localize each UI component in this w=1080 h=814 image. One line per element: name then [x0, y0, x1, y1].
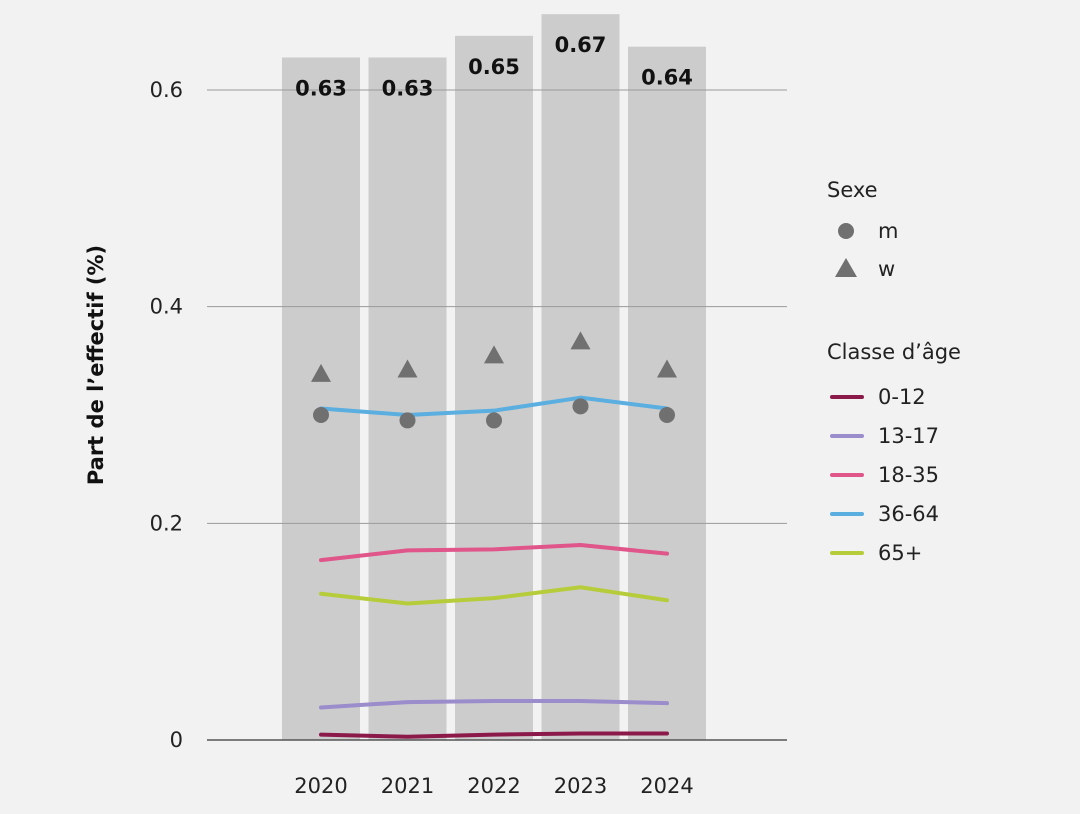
y-tick-label-0.4: 0.4: [150, 295, 183, 319]
legend-sex-w-symbol: [835, 258, 857, 277]
legend-age-65+-label: 65+: [878, 541, 922, 565]
marker-m-2024: [659, 407, 675, 423]
marker-m-2021: [399, 412, 416, 429]
marker-w-2021: [397, 359, 418, 378]
marker-m-2022: [486, 412, 502, 429]
x-tick-label-2022: 2022: [467, 774, 520, 798]
bar-labels-layer: 0.63 0.63 0.65 0.67 0.64: [295, 33, 693, 100]
bar-value-label-2020: 0.63: [295, 77, 347, 101]
legend-age-13-17-label: 13-17: [878, 424, 939, 448]
marker-m-2023: [572, 398, 589, 415]
grid-layer: [207, 89, 787, 741]
marker-w-2022: [484, 345, 504, 364]
bar-2023: [541, 14, 620, 740]
bar-2024: [628, 46, 706, 740]
bar-2022: [455, 35, 533, 741]
x-tick-label-2020: 2020: [294, 774, 347, 798]
line-age-65+: [319, 585, 669, 606]
y-tick-label-0.2: 0.2: [150, 511, 183, 535]
legend-sex-w-label: w: [878, 257, 895, 281]
y-tick-label-0.6: 0.6: [150, 78, 183, 102]
marker-w-2023: [570, 331, 591, 350]
bar-2021: [368, 57, 447, 740]
sex-markers-layer: [311, 331, 677, 429]
marker-m-2020: [313, 407, 329, 423]
x-tick-label-2021: 2021: [381, 774, 434, 798]
legend-title-age: Classe d’âge: [827, 340, 961, 364]
line-age-13-17: [319, 699, 669, 710]
legend-age-36-64-label: 36-64: [878, 502, 939, 526]
line-age-36-64: [319, 395, 669, 417]
legend-sex-m-symbol: [838, 223, 854, 239]
legend-age-0-12-label: 0-12: [878, 385, 926, 409]
line-age-18-35: [319, 543, 669, 563]
legend: Sexe Classe d’âge mw 0-12 13-17 18-35 36-64 6…: [827, 178, 961, 565]
y-axis-label: Part de l’effectif (%): [84, 245, 108, 485]
marker-w-2024: [657, 359, 677, 378]
line-age-0-12: [319, 731, 669, 739]
marker-w-2020: [311, 363, 331, 382]
axes-layer: 0 0.2 0.4 0.6 2020 2021 2022 2023 2024: [150, 78, 694, 798]
x-tick-label-2024: 2024: [640, 774, 693, 798]
age-lines-layer: [319, 395, 669, 739]
bar-value-label-2024: 0.64: [641, 66, 693, 90]
legend-age-18-35-label: 18-35: [878, 463, 939, 487]
bar-value-label-2023: 0.67: [555, 33, 607, 57]
bar-2020: [282, 57, 360, 740]
x-tick-label-2023: 2023: [554, 774, 607, 798]
y-tick-label-0: 0: [170, 728, 183, 752]
bar-value-label-2021: 0.63: [382, 77, 434, 101]
bar-value-label-2022: 0.65: [468, 55, 520, 79]
bars-layer: [282, 14, 706, 741]
legend-title-sex: Sexe: [827, 178, 878, 202]
legend-sex-m-label: m: [878, 219, 898, 243]
